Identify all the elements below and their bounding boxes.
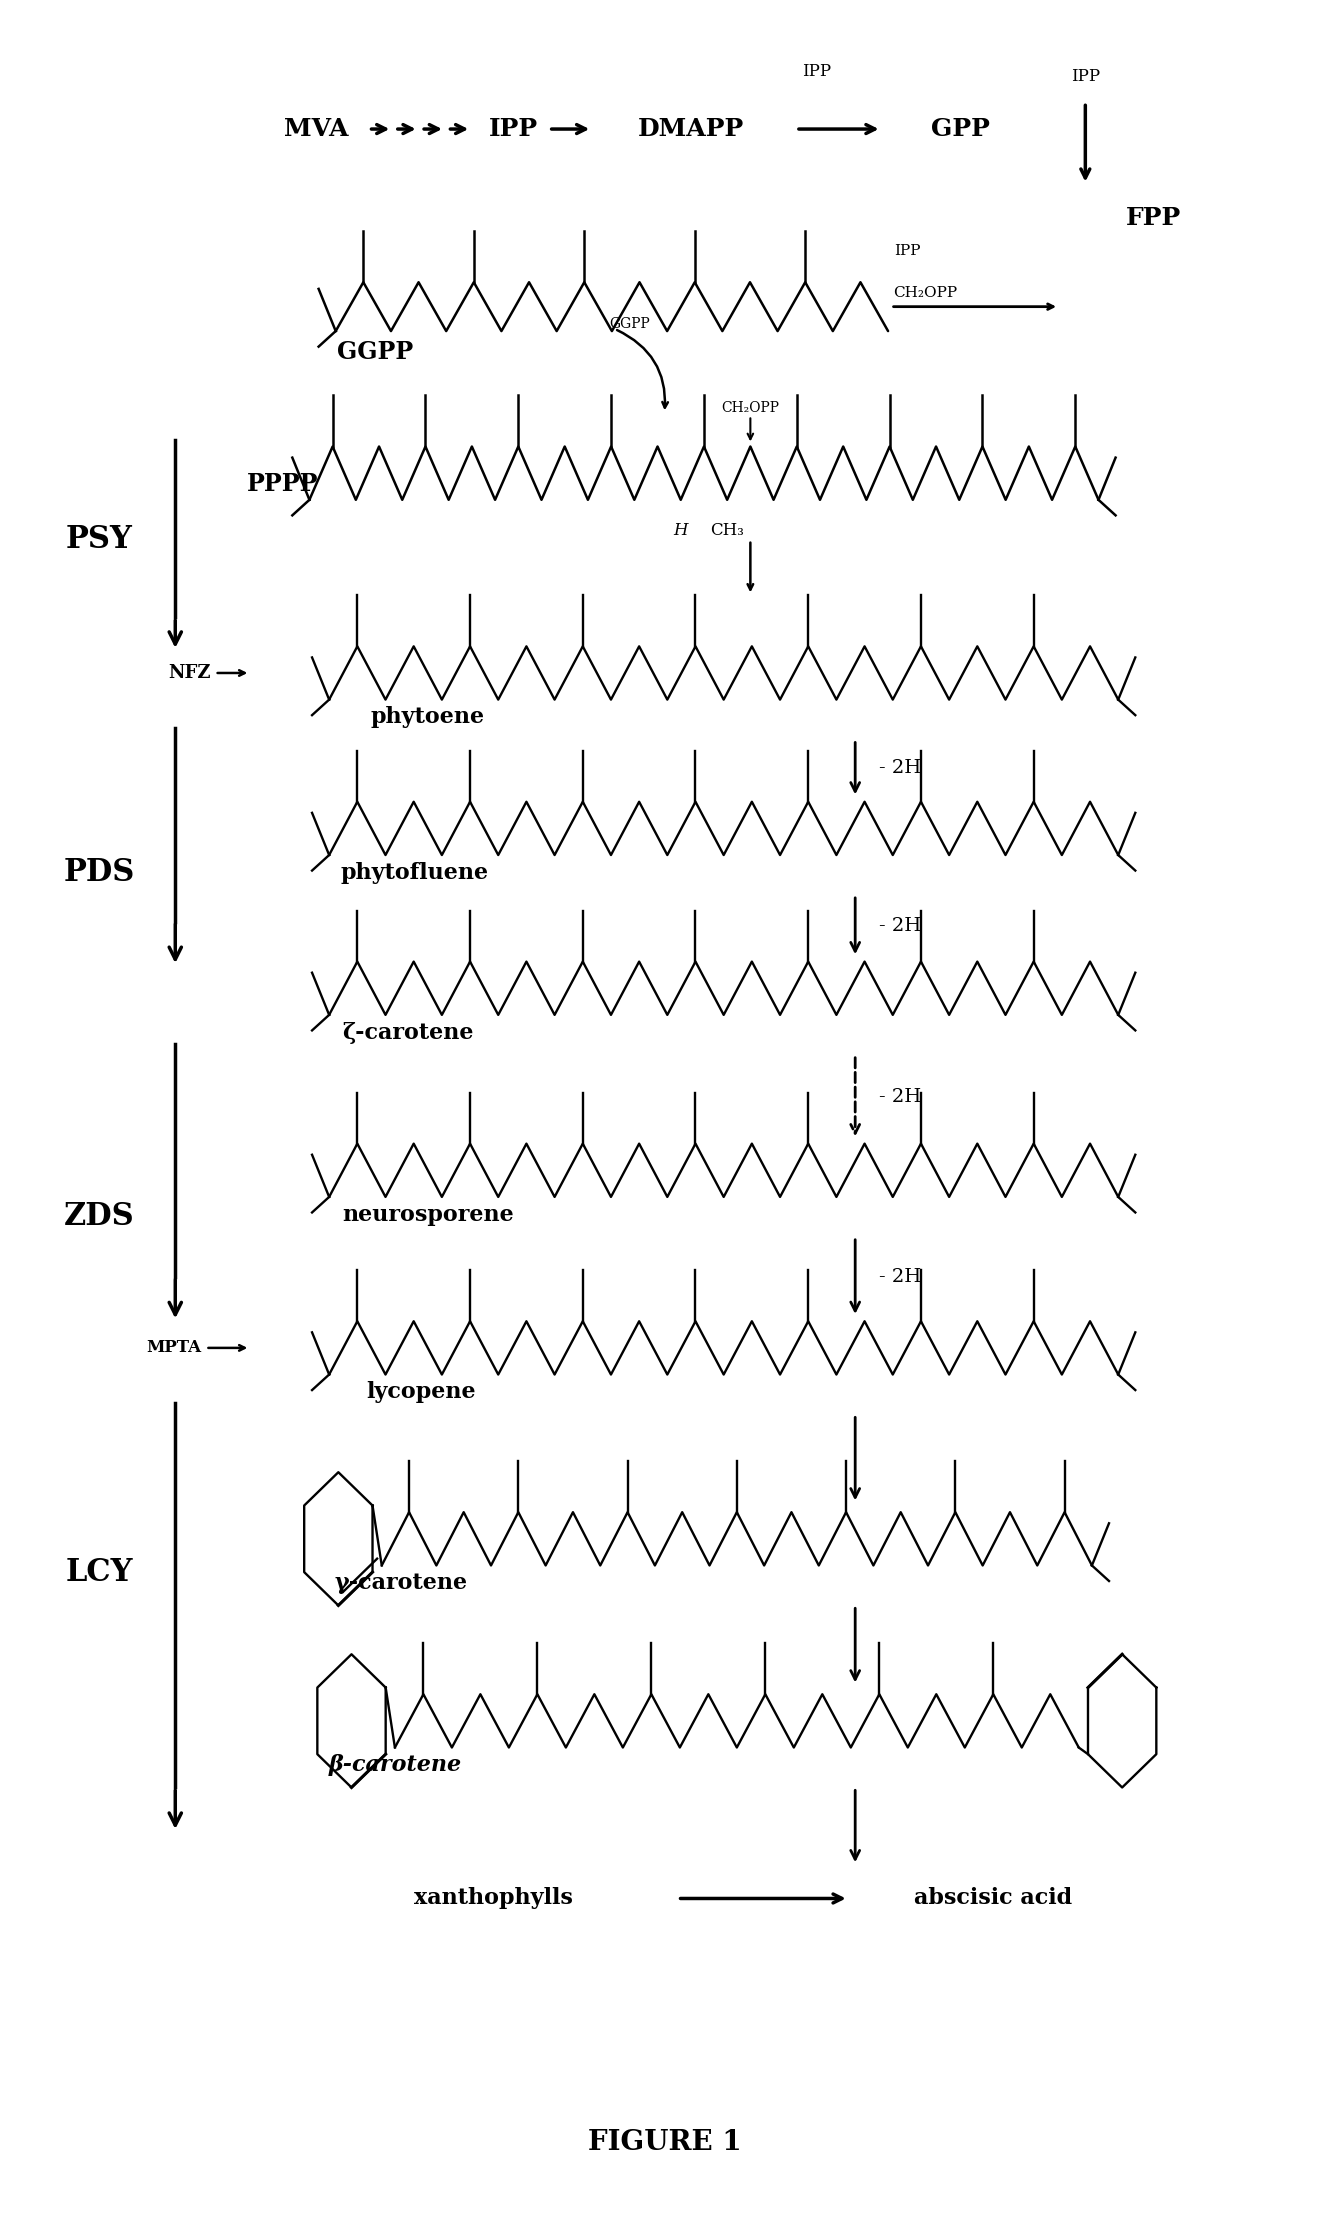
Text: H: H (674, 523, 688, 538)
Text: NFZ: NFZ (169, 663, 211, 681)
Text: ZDS: ZDS (64, 1202, 134, 1233)
Text: CH₂OPP: CH₂OPP (893, 286, 957, 299)
Text: xanthophylls: xanthophylls (415, 1888, 573, 1910)
Text: IPP: IPP (489, 116, 538, 141)
Text: IPP: IPP (1071, 67, 1100, 85)
Text: MPTA: MPTA (146, 1340, 202, 1356)
Text: γ-carotene: γ-carotene (335, 1573, 468, 1595)
Text: IPP: IPP (894, 244, 921, 257)
Text: PDS: PDS (64, 858, 134, 889)
Text: GPP: GPP (930, 116, 990, 141)
Text: GGPP: GGPP (609, 317, 650, 331)
Text: phytofluene: phytofluene (340, 862, 489, 885)
Text: GGPP: GGPP (338, 340, 413, 364)
Text: CH₃: CH₃ (710, 523, 744, 538)
Text: CH₂OPP: CH₂OPP (722, 402, 779, 416)
Text: MVA: MVA (284, 116, 348, 141)
Text: DMAPP: DMAPP (638, 116, 744, 141)
Text: IPP: IPP (803, 63, 832, 80)
Text: PSY: PSY (65, 525, 133, 556)
Text: phytoene: phytoene (371, 706, 485, 728)
Text: lycopene: lycopene (367, 1381, 476, 1403)
Text: neurosporene: neurosporene (342, 1204, 513, 1226)
Text: PPPP: PPPP (247, 471, 319, 496)
Text: - 2H: - 2H (878, 918, 921, 936)
Text: - 2H: - 2H (878, 1088, 921, 1106)
Text: β-carotene: β-carotene (328, 1754, 461, 1776)
Text: ζ-carotene: ζ-carotene (343, 1021, 474, 1043)
Text: - 2H: - 2H (878, 1269, 921, 1287)
Text: abscisic acid: abscisic acid (914, 1888, 1073, 1910)
Text: FPP: FPP (1126, 206, 1181, 230)
Text: LCY: LCY (65, 1557, 133, 1588)
Text: - 2H: - 2H (878, 760, 921, 777)
Text: FIGURE 1: FIGURE 1 (587, 2129, 742, 2156)
